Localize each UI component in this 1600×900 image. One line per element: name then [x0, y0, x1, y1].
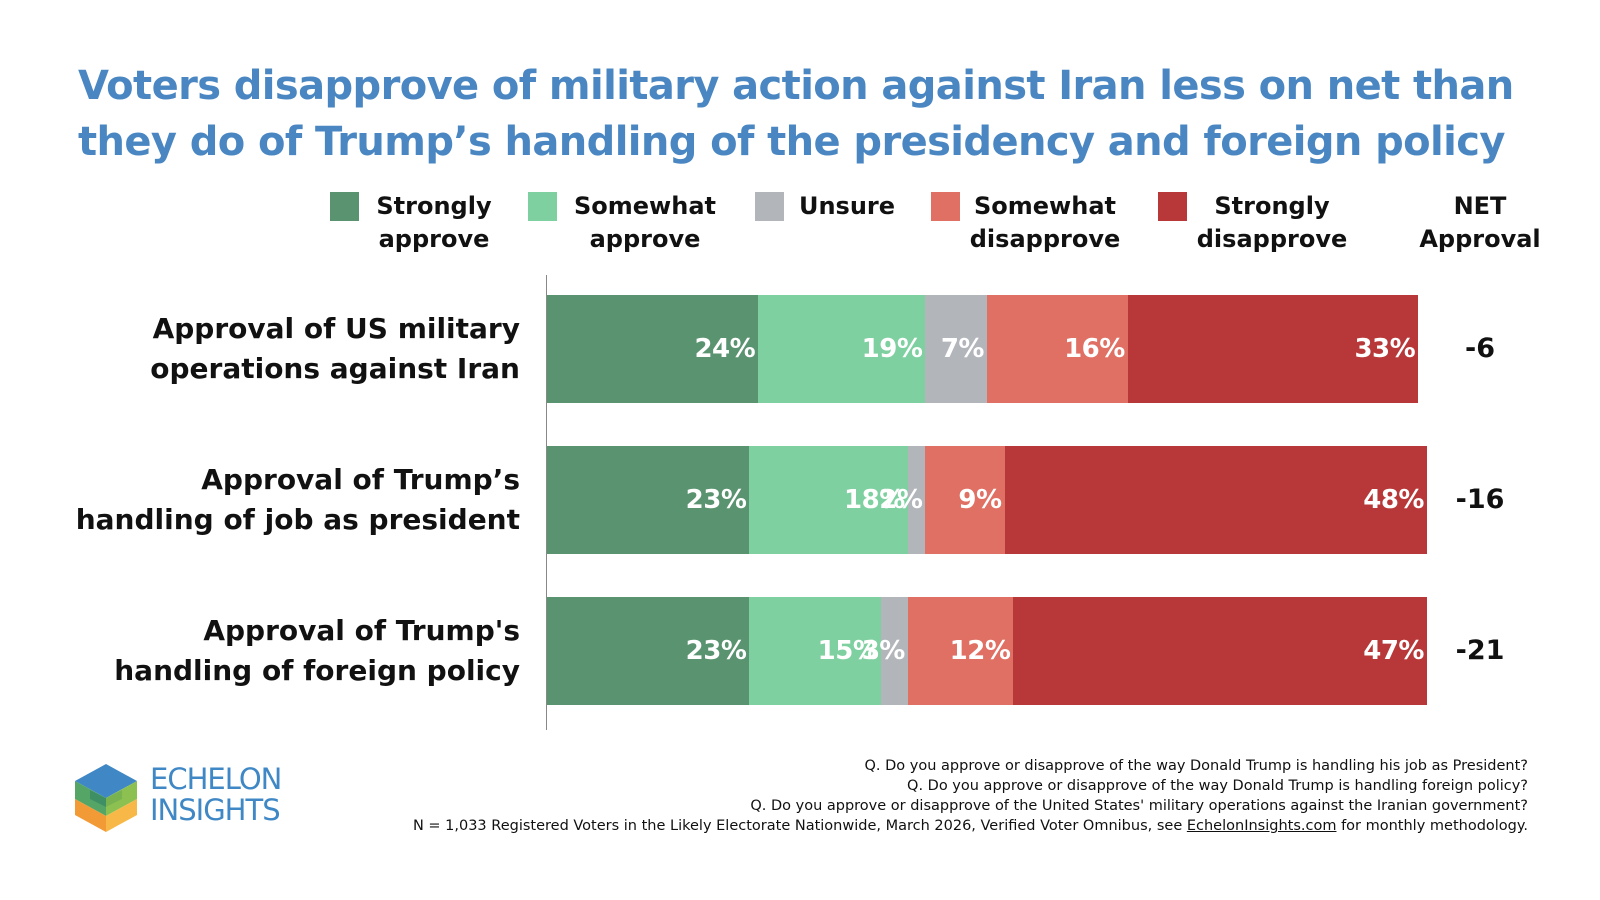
category-label-1: Approval of US military operations again…: [150, 312, 520, 385]
data-label-strongly-approve-row-2: 23%: [685, 485, 747, 515]
methodology-text-end: for monthly methodology.: [1336, 818, 1528, 834]
data-label-unsure-row-3: 3%: [861, 636, 906, 666]
data-label-strongly-approve-row-1: 24%: [694, 334, 756, 364]
data-label-strongly-approve-row-3: 23%: [685, 636, 747, 666]
bar-strongly-disapprove-row-2: [1004, 446, 1427, 554]
bar-strongly-approve-row-2: [547, 446, 750, 554]
bar-somewhat-approve-row-3: [749, 597, 882, 705]
legend-swatch: [330, 192, 359, 221]
bar-unsure-row-3: [881, 597, 908, 705]
methodology-text: N = 1,033 Registered Voters in the Likel…: [412, 818, 1187, 834]
chart-title: Voters disapprove of military action aga…: [78, 58, 1538, 170]
data-label-strongly-disapprove-row-2: 48%: [1363, 485, 1424, 515]
bar-unsure-row-1: [925, 295, 987, 403]
data-label-somewhat-disapprove-row-2: 9%: [958, 485, 1002, 515]
legend-swatch: [1158, 192, 1187, 221]
bar-strongly-disapprove-row-1: [1127, 295, 1419, 403]
data-label-strongly-disapprove-row-1: 33%: [1354, 334, 1416, 364]
category-label-3: Approval of Trump's handling of foreign …: [114, 614, 520, 687]
data-label-strongly-disapprove-row-3: 47%: [1363, 636, 1424, 666]
legend-swatch: [755, 192, 784, 221]
net-approval-value-row-3: -21: [1455, 635, 1505, 666]
bar-strongly-approve-row-3: [547, 597, 750, 705]
data-label-unsure-row-2: 2%: [879, 485, 923, 515]
bar-unsure-row-2: [907, 446, 926, 554]
legend-label: Strongly approve: [376, 192, 492, 253]
legend-label: Strongly disapprove: [1196, 192, 1348, 253]
footnote-methodology: N = 1,033 Registered Voters in the Likel…: [328, 816, 1528, 836]
bar-strongly-disapprove-row-3: [1013, 597, 1427, 705]
chart-title-line-2: they do of Trump’s handling of the presi…: [78, 119, 1505, 165]
bar-somewhat-disapprove-row-3: [907, 597, 1014, 705]
legend-swatch: [528, 192, 557, 221]
data-label-unsure-row-1: 7%: [940, 334, 985, 364]
data-label-somewhat-disapprove-row-1: 16%: [1064, 334, 1125, 364]
chart-title-line-1: Voters disapprove of military action aga…: [78, 63, 1514, 109]
bar-somewhat-disapprove-row-1: [987, 295, 1128, 403]
category-axis-line: [546, 275, 547, 730]
legend-swatch: [931, 192, 960, 221]
net-approval-header: NET Approval: [1419, 192, 1541, 253]
legend-label: Somewhat approve: [574, 192, 716, 253]
echelon-insights-logo-icon: [75, 764, 137, 832]
footnote-question-foreign-policy: Q. Do you approve or disapprove of the w…: [907, 778, 1528, 794]
net-approval-value-row-2: -16: [1455, 484, 1505, 515]
bar-somewhat-approve-row-1: [758, 295, 926, 403]
footnote-question-president: Q. Do you approve or disapprove of the w…: [864, 758, 1529, 774]
data-label-somewhat-approve-row-2: 18%: [844, 485, 905, 515]
data-label-somewhat-approve-row-1: 19%: [861, 334, 923, 364]
net-approval-value-row-1: -6: [1465, 333, 1495, 364]
data-label-somewhat-approve-row-3: 15%: [817, 636, 879, 666]
bar-somewhat-disapprove-row-2: [925, 446, 1005, 554]
legend-label: Unsure: [798, 192, 896, 220]
data-label-somewhat-disapprove-row-3: 12%: [949, 636, 1011, 666]
legend-label: Somewhat disapprove: [969, 192, 1121, 253]
footnote-question-iran: Q. Do you approve or disapprove of the U…: [750, 798, 1528, 814]
echelon-insights-logo-text: ECHELON INSIGHTS: [150, 762, 282, 827]
footnotes: Q. Do you approve or disapprove of the w…: [328, 756, 1528, 836]
echelon-insights-link[interactable]: EchelonInsights.com: [1186, 818, 1337, 834]
bar-strongly-approve-row-1: [547, 295, 759, 403]
category-label-2: Approval of Trump’s handling of job as p…: [75, 463, 520, 536]
bar-somewhat-approve-row-2: [749, 446, 908, 554]
